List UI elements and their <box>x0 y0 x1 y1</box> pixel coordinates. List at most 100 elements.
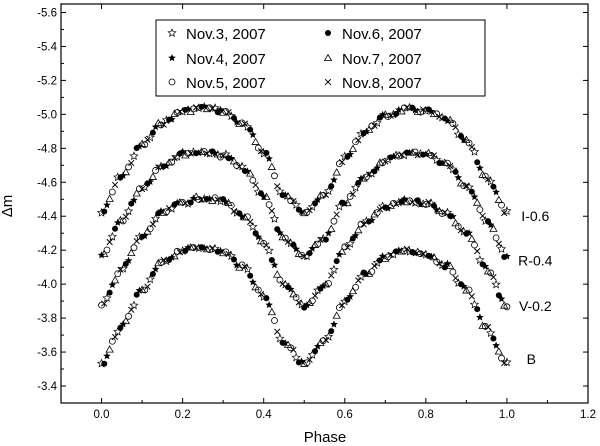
data-point <box>364 125 374 133</box>
data-point <box>503 252 511 260</box>
data-point <box>481 172 489 180</box>
data-point <box>492 188 500 196</box>
data-point <box>106 289 113 296</box>
data-point <box>314 240 322 248</box>
data-point <box>240 213 249 221</box>
data-point <box>478 321 487 329</box>
data-point <box>268 256 275 263</box>
data-point <box>332 311 341 319</box>
data-point <box>411 148 419 156</box>
data-point <box>98 301 105 309</box>
data-point <box>449 120 457 127</box>
data-point <box>462 286 471 294</box>
data-point <box>465 286 473 294</box>
data-point <box>355 137 362 144</box>
data-point <box>484 176 492 183</box>
data-point <box>502 357 512 367</box>
data-point <box>235 119 244 127</box>
data-point <box>321 280 331 288</box>
data-point <box>254 286 262 294</box>
data-point <box>160 121 167 128</box>
data-point <box>200 244 209 252</box>
y-tick-label: -3.6 <box>37 347 57 359</box>
data-point <box>113 218 122 226</box>
data-point <box>432 206 441 214</box>
data-point <box>249 130 257 139</box>
legend-label: Nov.3, 2007 <box>186 26 266 43</box>
data-point <box>473 198 482 206</box>
data-point <box>210 103 220 112</box>
data-point <box>129 300 139 310</box>
data-point <box>262 192 271 200</box>
data-point <box>449 212 457 220</box>
data-point <box>281 191 290 199</box>
data-point <box>403 245 411 253</box>
data-point <box>138 185 146 193</box>
data-point <box>105 194 114 202</box>
y-tick-label: -3.8 <box>37 313 57 325</box>
data-point <box>117 266 124 273</box>
data-point <box>122 213 130 220</box>
data-point <box>464 182 474 192</box>
data-point <box>102 293 112 303</box>
data-point <box>237 161 247 171</box>
data-point <box>254 144 262 152</box>
data-point <box>497 294 506 303</box>
data-point <box>125 163 132 171</box>
data-point <box>469 146 480 156</box>
data-point <box>427 252 436 260</box>
data-point <box>143 227 152 235</box>
data-point <box>274 226 281 233</box>
data-point <box>475 255 485 265</box>
data-point <box>387 112 394 119</box>
data-point <box>430 202 437 209</box>
data-point <box>479 212 486 220</box>
curve-label: V-0.2 <box>519 298 552 314</box>
data-point <box>173 247 181 255</box>
data-point <box>145 132 155 142</box>
data-point <box>249 176 257 184</box>
data-point <box>214 196 221 203</box>
data-point <box>503 303 511 311</box>
data-point <box>243 167 252 175</box>
data-point <box>303 208 311 216</box>
data-point <box>108 337 116 345</box>
data-point <box>311 292 319 299</box>
data-point <box>247 272 254 279</box>
data-point <box>236 210 243 217</box>
data-point <box>168 115 176 123</box>
data-point <box>373 163 381 172</box>
data-point <box>290 241 297 248</box>
data-point <box>330 217 338 225</box>
data-point <box>414 197 421 204</box>
data-point <box>492 234 500 242</box>
data-point <box>496 244 507 254</box>
data-point <box>295 299 302 306</box>
data-point <box>124 256 133 264</box>
y-tick-label: -4.8 <box>37 143 57 155</box>
data-point <box>103 352 111 360</box>
data-point <box>322 236 329 243</box>
data-point <box>238 261 246 269</box>
data-point <box>345 239 355 248</box>
data-point <box>310 240 320 248</box>
data-point <box>222 248 230 256</box>
legend-label: Nov.4, 2007 <box>186 51 266 68</box>
data-point <box>490 273 497 281</box>
data-point <box>107 231 118 241</box>
data-point <box>151 265 160 273</box>
data-point <box>476 313 484 321</box>
data-point <box>181 151 190 159</box>
data-point <box>364 269 374 277</box>
data-point <box>395 152 403 160</box>
data-point <box>232 118 241 126</box>
data-point <box>101 300 108 307</box>
data-point <box>286 285 295 293</box>
data-point <box>137 285 147 293</box>
data-point <box>400 247 408 255</box>
legend-marker <box>324 78 332 86</box>
data-point <box>226 251 236 261</box>
data-point <box>305 298 314 306</box>
data-point <box>287 344 295 352</box>
